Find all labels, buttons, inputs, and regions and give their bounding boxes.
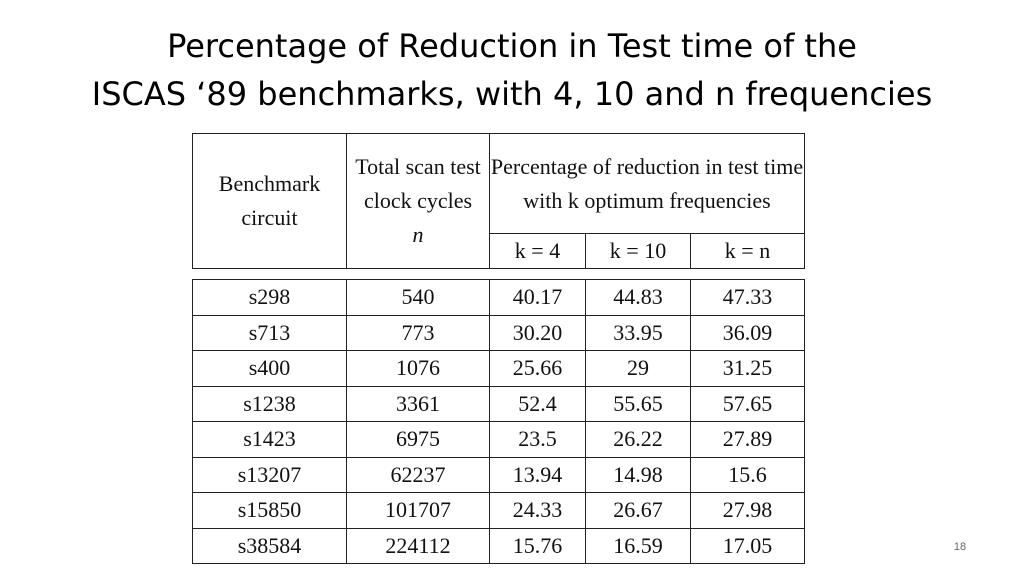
cell-n: 3361	[346, 385, 490, 422]
slide-number: 18	[953, 541, 967, 553]
table-row: s1238 3361 52.4 55.65 57.65	[192, 385, 805, 422]
cell-n: 773	[346, 314, 490, 351]
cell-k10: 26.22	[585, 421, 691, 458]
cell-k4: 23.5	[489, 421, 586, 458]
cell-n: 6975	[346, 421, 490, 458]
cell-kn: 31.25	[690, 350, 805, 387]
table-row: s15850 101707 24.33 26.67 27.98	[192, 492, 805, 529]
cell-kn: 27.98	[690, 492, 805, 529]
table-row: s400 1076 25.66 29 31.25	[192, 350, 805, 387]
cell-k4: 40.17	[489, 279, 586, 316]
header-benchmark-circuit: Benchmark circuit	[192, 133, 347, 269]
cell-k4: 52.4	[489, 385, 586, 422]
slide-title-line-1: Percentage of Reduction in Test time of …	[167, 27, 857, 65]
header-k-n: k = n	[689, 233, 806, 269]
cell-k4: 30.20	[489, 314, 586, 351]
slide-title-line-2: ISCAS ‘89 benchmarks, with 4, 10 and n f…	[91, 75, 933, 113]
cell-kn: 15.6	[690, 456, 805, 493]
cell-k4: 13.94	[489, 456, 586, 493]
cell-n: 1076	[346, 350, 490, 387]
cell-circuit: s15850	[192, 492, 347, 529]
cell-n: 101707	[346, 492, 490, 529]
cell-circuit: s13207	[192, 456, 347, 493]
results-table-header: Benchmark circuit Total scan test clock …	[192, 133, 806, 269]
cell-k10: 33.95	[585, 314, 691, 351]
table-row: s1423 6975 23.5 26.22 27.89	[192, 421, 805, 458]
cell-k10: 29	[585, 350, 691, 387]
table-row: s38584 224112 15.76 16.59 17.05	[192, 527, 805, 564]
cell-kn: 17.05	[690, 527, 805, 564]
table-row: s713 773 30.20 33.95 36.09	[192, 314, 805, 351]
cell-circuit: s1423	[192, 421, 347, 458]
cell-k4: 24.33	[489, 492, 586, 529]
cell-n: 540	[346, 279, 490, 316]
cell-n: 62237	[346, 456, 490, 493]
cell-kn: 27.89	[690, 421, 805, 458]
header-n-variable: n	[412, 222, 424, 247]
cell-circuit: s38584	[192, 527, 347, 564]
slide-title: Percentage of Reduction in Test time of …	[0, 22, 1024, 118]
cell-circuit: s400	[192, 350, 347, 387]
results-table-body: s298 540 40.17 44.83 47.33 s713 773 30.2…	[192, 279, 805, 564]
cell-n: 224112	[346, 527, 490, 564]
cell-k10: 14.98	[585, 456, 691, 493]
header-k-4: k = 4	[489, 233, 586, 269]
cell-k10: 16.59	[585, 527, 691, 564]
header-percentage-reduction: Percentage of reduction in test time wit…	[488, 133, 806, 234]
cell-k4: 25.66	[489, 350, 586, 387]
cell-k10: 44.83	[585, 279, 691, 316]
header-k-10: k = 10	[585, 233, 691, 269]
cell-circuit: s713	[192, 314, 347, 351]
table-row: s13207 62237 13.94 14.98 15.6	[192, 456, 805, 493]
header-total-scan-cycles: Total scan test clock cycles n	[346, 133, 490, 269]
table-row: s298 540 40.17 44.83 47.33	[192, 279, 805, 316]
cell-circuit: s1238	[192, 385, 347, 422]
cell-kn: 47.33	[690, 279, 805, 316]
cell-k4: 15.76	[489, 527, 586, 564]
cell-k10: 55.65	[585, 385, 691, 422]
cell-circuit: s298	[192, 279, 347, 316]
cell-kn: 36.09	[690, 314, 805, 351]
cell-kn: 57.65	[690, 385, 805, 422]
cell-k10: 26.67	[585, 492, 691, 529]
